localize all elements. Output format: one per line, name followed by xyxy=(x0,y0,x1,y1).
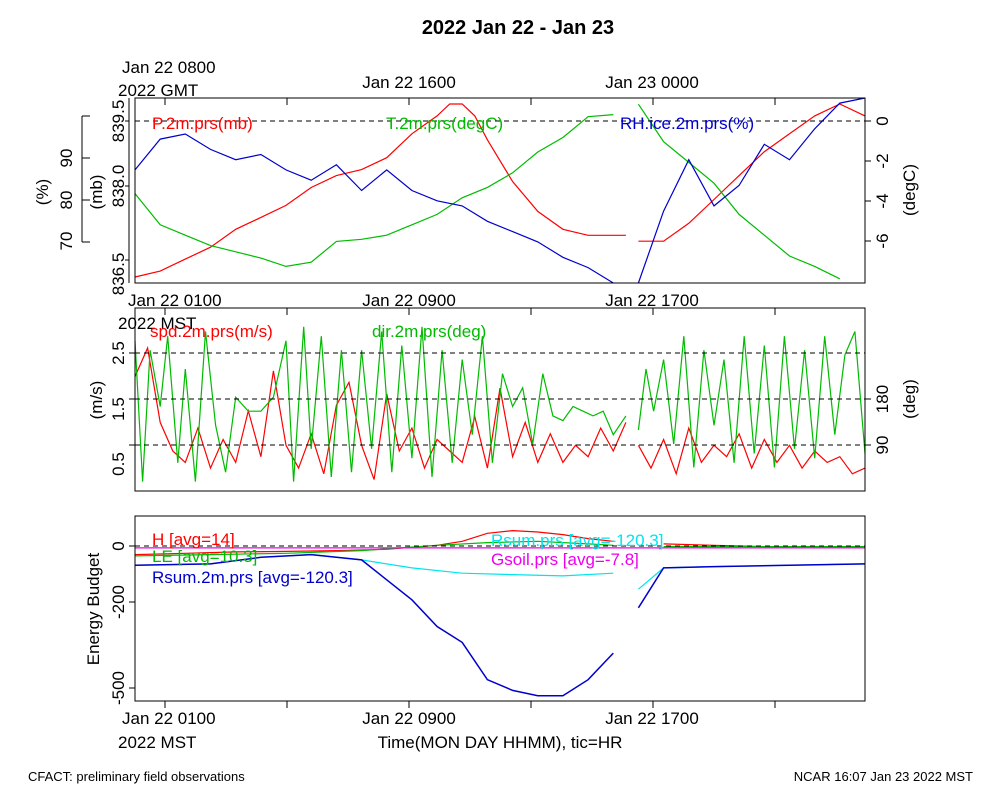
percent-axis-ticks xyxy=(82,115,90,243)
legend-rsum: Rsum.prs [avg=-120.3] xyxy=(491,531,663,550)
energy-le-line-1 xyxy=(134,540,614,557)
pressure-series-label: P.2m.prs(mb) xyxy=(152,114,253,133)
direction-series-label: dir.2m.prs(deg) xyxy=(372,322,486,341)
pth-t-2m-prs-degc--line-1 xyxy=(134,114,614,268)
speed-tick-0-5: 0.5 xyxy=(109,452,128,476)
mst-last-label-top: Jan 22 1700 xyxy=(605,291,699,310)
pth-rh-ice-2m-prs--line-1 xyxy=(134,133,614,284)
legend-rsum-2m: Rsum.2m.prs [avg=-120.3] xyxy=(152,568,353,587)
footer-left: CFACT: preliminary field observations xyxy=(28,769,245,784)
speed-tick-2-5: 2.5 xyxy=(109,341,128,365)
pth-p-2m-prs-mb--line-2 xyxy=(638,103,866,242)
wind-dir-2m-prs-deg--line-2 xyxy=(637,331,866,468)
energy-plot-frame xyxy=(134,515,866,702)
degc-tick-minus4: -4 xyxy=(873,193,892,208)
percent-tick-70: 70 xyxy=(57,232,76,251)
wind-series-lines xyxy=(134,326,866,482)
mst-last-label-bottom: Jan 22 1700 xyxy=(605,709,699,728)
wind-spd-2m-prs-m-s--line-1 xyxy=(134,345,627,480)
wind-reference-lines xyxy=(135,352,865,446)
pth-p-2m-prs-mb--line-1 xyxy=(134,103,626,278)
panel-wind: Jan 22 0100 Jan 22 0900 Jan 22 1700 2022… xyxy=(87,291,919,492)
mst-year-label-top: 2022 MST xyxy=(118,314,196,333)
energy-rsum-2m-prs-line-2 xyxy=(637,563,866,609)
mst-mid-label-top: Jan 22 0900 xyxy=(362,291,456,310)
humidity-series-label: RH.ice.2m.prs(%) xyxy=(620,114,754,133)
x-axis-label: Time(MON DAY HHMM), tic=HR xyxy=(378,733,623,752)
degc-axis-ticks xyxy=(865,120,871,242)
panel-energy: 0 -200 -500 Energy Budget H [avg=14] LE … xyxy=(84,515,866,752)
legend-le: LE [avg=10.3] xyxy=(152,547,257,566)
mst-first-label-bottom: Jan 22 0100 xyxy=(122,709,216,728)
mb-tick-839-5: 839.5 xyxy=(109,100,128,143)
gmt-first-label: Jan 22 0800 xyxy=(122,58,216,77)
mst-first-label-top: Jan 22 0100 xyxy=(128,291,222,310)
direction-tick-90: 90 xyxy=(873,436,892,455)
wind-dir-2m-prs-deg--line-1 xyxy=(134,326,627,482)
gmt-year-label: 2022 GMT xyxy=(118,81,198,100)
chart-title: 2022 Jan 22 - Jan 23 xyxy=(422,17,614,39)
mb-tick-836-5: 836.5 xyxy=(109,253,128,296)
mst-mid-label-bottom: Jan 22 0900 xyxy=(362,709,456,728)
mb-axis-ticks xyxy=(125,120,129,261)
percent-axis-label: (%) xyxy=(33,179,52,205)
degc-tick-0: 0 xyxy=(873,116,892,125)
pth-top-ticks xyxy=(164,98,776,105)
pth-plot-frame xyxy=(134,97,866,284)
speed-series-label: spd.2m.prs(m/s) xyxy=(150,322,273,341)
wind-spd-2m-prs-m-s--line-2 xyxy=(637,426,866,476)
percent-tick-90: 90 xyxy=(57,149,76,168)
direction-axis-label: (deg) xyxy=(900,379,919,419)
temperature-series-label: T.2m.prs(degC) xyxy=(386,114,503,133)
speed-axis-label: (m/s) xyxy=(87,381,106,420)
pth-rh-ice-2m-prs--line-2 xyxy=(637,97,866,284)
energy-tick-0: 0 xyxy=(109,541,128,550)
footer-right: NCAR 16:07 Jan 23 2022 MST xyxy=(794,769,973,784)
energy-rsum-2m-prs-line-1 xyxy=(134,553,614,697)
panel-pth: Jan 22 0800 2022 GMT Jan 22 1600 Jan 23 … xyxy=(33,58,919,295)
legend-h: H [avg=14] xyxy=(152,530,235,549)
percent-tick-80: 80 xyxy=(57,191,76,210)
energy-ticks xyxy=(129,545,776,708)
wind-ticks xyxy=(129,308,871,446)
energy-tick-minus500: -500 xyxy=(109,671,128,705)
pth-t-2m-prs-degc--line-2 xyxy=(637,103,841,280)
gmt-mid-label: Jan 22 1600 xyxy=(362,73,456,92)
mb-axis-label: (mb) xyxy=(87,175,106,210)
mst-year-label-bottom: 2022 MST xyxy=(118,733,196,752)
degc-axis-label: (degC) xyxy=(900,164,919,216)
pth-series-lines xyxy=(134,97,866,284)
degc-tick-minus6: -6 xyxy=(873,233,892,248)
energy-axis-label: Energy Budget xyxy=(84,552,103,665)
energy-h-line-1 xyxy=(134,529,614,556)
speed-tick-1-5: 1.5 xyxy=(109,397,128,421)
degc-tick-minus2: -2 xyxy=(873,153,892,168)
direction-tick-180: 180 xyxy=(873,385,892,413)
legend-gsoil: Gsoil.prs [avg=-7.8] xyxy=(491,550,639,569)
energy-tick-minus200: -200 xyxy=(109,585,128,619)
gmt-last-label: Jan 23 0000 xyxy=(605,73,699,92)
energy-series-lines xyxy=(134,529,866,697)
mb-tick-838-0: 838.0 xyxy=(109,165,128,208)
